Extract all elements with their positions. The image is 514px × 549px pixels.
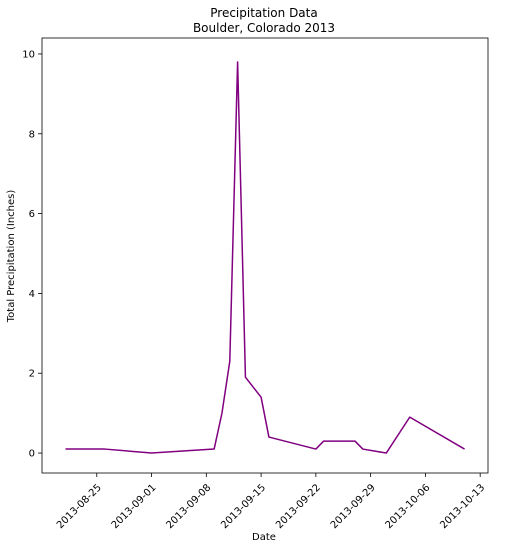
x-tick-label: 2013-10-06 [384, 482, 433, 531]
y-tick-label: 10 [22, 49, 35, 60]
plot-area [41, 37, 489, 474]
x-axis-ticks: 2013-08-25 2013-09-01 2013-09-08 2013-09-15… [55, 473, 487, 531]
precipitation-series-line [65, 61, 465, 454]
y-tick-label: 0 [29, 449, 35, 460]
x-tick-label: 2013-09-01 [110, 482, 159, 531]
x-tick-label: 2013-09-29 [329, 482, 378, 531]
chart-subtitle: Boulder, Colorado 2013 [193, 21, 335, 35]
y-axis-label: Total Precipitation (Inches) [6, 190, 17, 324]
chart-title: Precipitation Data [210, 6, 317, 20]
x-tick-label: 2013-08-25 [55, 482, 104, 531]
series-layer [65, 61, 465, 454]
y-tick-label: 2 [29, 369, 35, 380]
y-tick-label: 6 [29, 209, 35, 220]
y-axis-ticks: 0 2 4 6 8 10 [22, 49, 42, 460]
x-axis-label: Date [252, 532, 276, 543]
x-tick-label: 2013-09-08 [165, 482, 214, 531]
x-tick-label: 2013-10-13 [438, 482, 487, 531]
y-tick-label: 8 [29, 129, 35, 140]
x-tick-label: 2013-09-22 [274, 482, 323, 531]
x-tick-label: 2013-09-15 [219, 482, 268, 531]
y-tick-label: 4 [29, 289, 35, 300]
